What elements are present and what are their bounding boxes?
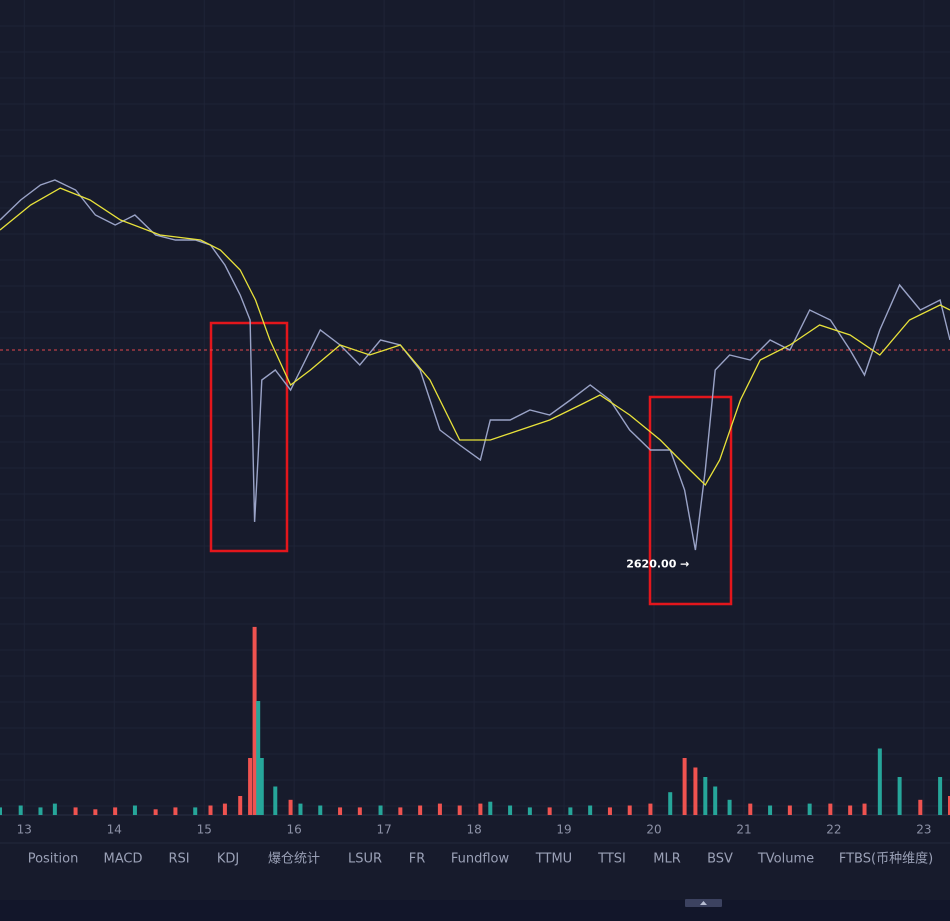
volume-bar (259, 758, 264, 815)
x-tick-label: 20 (646, 823, 661, 837)
volume-bar (437, 803, 442, 815)
volume-bar (627, 805, 632, 815)
x-tick-label: 18 (466, 823, 481, 837)
indicator-tab[interactable]: FR (409, 852, 426, 867)
grid (23, 0, 925, 815)
volume-bar (478, 803, 483, 815)
volume-bar (727, 799, 732, 815)
volume-bar (38, 807, 43, 815)
price-line-series (0, 179, 950, 551)
volume-bar (93, 809, 98, 815)
volume-bar (693, 767, 698, 815)
x-tick-label: 19 (556, 823, 571, 837)
volume-bar (357, 807, 362, 815)
indicator-tab[interactable]: 爆仓统计 (268, 852, 320, 867)
indicator-tab[interactable]: TVolume (757, 852, 814, 867)
volume-bar (607, 807, 612, 815)
indicator-tab[interactable]: FTBS(币种维度) (839, 851, 933, 867)
volume-bar (828, 803, 833, 815)
volume-bar (193, 807, 198, 815)
volume-bar (768, 805, 773, 815)
indicator-tab[interactable]: BSV (707, 852, 733, 867)
highlight-box (209, 321, 289, 553)
volume-bar (668, 792, 673, 815)
volume-bar (938, 777, 943, 815)
highlight-box (648, 395, 733, 606)
volume-bar (248, 758, 253, 815)
volume-bar (418, 805, 423, 815)
volume-bar (52, 803, 57, 815)
volume-bar (222, 803, 227, 815)
x-tick-label: 16 (287, 823, 302, 837)
indicator-tab[interactable]: LSUR (348, 852, 382, 867)
volume-bar (378, 805, 383, 815)
volume-bar (113, 807, 118, 815)
x-tick-label: 21 (736, 823, 751, 837)
x-tick-label: 23 (916, 823, 931, 837)
volume-bar (588, 805, 593, 815)
volume-bar (848, 805, 853, 815)
volume-bar (648, 803, 653, 815)
volume-bar (948, 796, 950, 815)
volume-bar (527, 807, 532, 815)
price-annotation: 2620.00 → (626, 557, 689, 570)
volume-bar (208, 805, 213, 815)
volume-bar (877, 748, 882, 815)
volume-bar (0, 807, 2, 815)
volume-bar (252, 626, 257, 815)
volume-bar (547, 807, 552, 815)
volume-bar (703, 777, 708, 815)
x-tick-label: 22 (826, 823, 841, 837)
volume-bar (748, 803, 753, 815)
volume-bar (862, 803, 867, 815)
volume-bar (897, 777, 902, 815)
volume-bar (73, 807, 78, 815)
indicator-tab[interactable]: MACD (104, 852, 143, 867)
indicator-tab[interactable]: RSI (168, 852, 189, 867)
volume-bar (488, 801, 493, 815)
volume-bar (132, 805, 137, 815)
volume-bar (682, 758, 687, 815)
x-tick-label: 13 (17, 823, 32, 837)
volume-bar (298, 803, 303, 815)
volume-bar (288, 799, 293, 815)
volume-bar (173, 807, 178, 815)
x-tick-label: 14 (107, 823, 122, 837)
volume-bar (238, 796, 243, 815)
indicator-tab[interactable]: Fundflow (451, 852, 510, 867)
volume-bar (398, 807, 403, 815)
volume-bar (787, 805, 792, 815)
indicator-tab[interactable]: TTMU (535, 852, 572, 867)
volume-bar (273, 786, 278, 815)
collapse-icon (700, 901, 707, 905)
volume-bar (153, 809, 158, 815)
indicator-tab[interactable]: Position (28, 852, 79, 867)
bottom-bar (0, 900, 950, 921)
moving-average (0, 187, 950, 487)
volume-bar (918, 799, 923, 815)
volume-bar (568, 807, 573, 815)
volume-bar (508, 805, 513, 815)
volume-bar (18, 805, 23, 815)
volume-bar (338, 807, 343, 815)
indicator-tab[interactable]: KDJ (217, 852, 239, 867)
x-tick-label: 17 (376, 823, 391, 837)
x-tick-label: 15 (197, 823, 212, 837)
indicator-tab[interactable]: TTSI (597, 852, 626, 867)
volume-bar (457, 805, 462, 815)
indicator-tab[interactable]: MLR (653, 852, 681, 867)
volume-bar (318, 805, 323, 815)
volume-bar (256, 701, 261, 815)
volume-bar (713, 786, 718, 815)
volume-bar (807, 803, 812, 815)
